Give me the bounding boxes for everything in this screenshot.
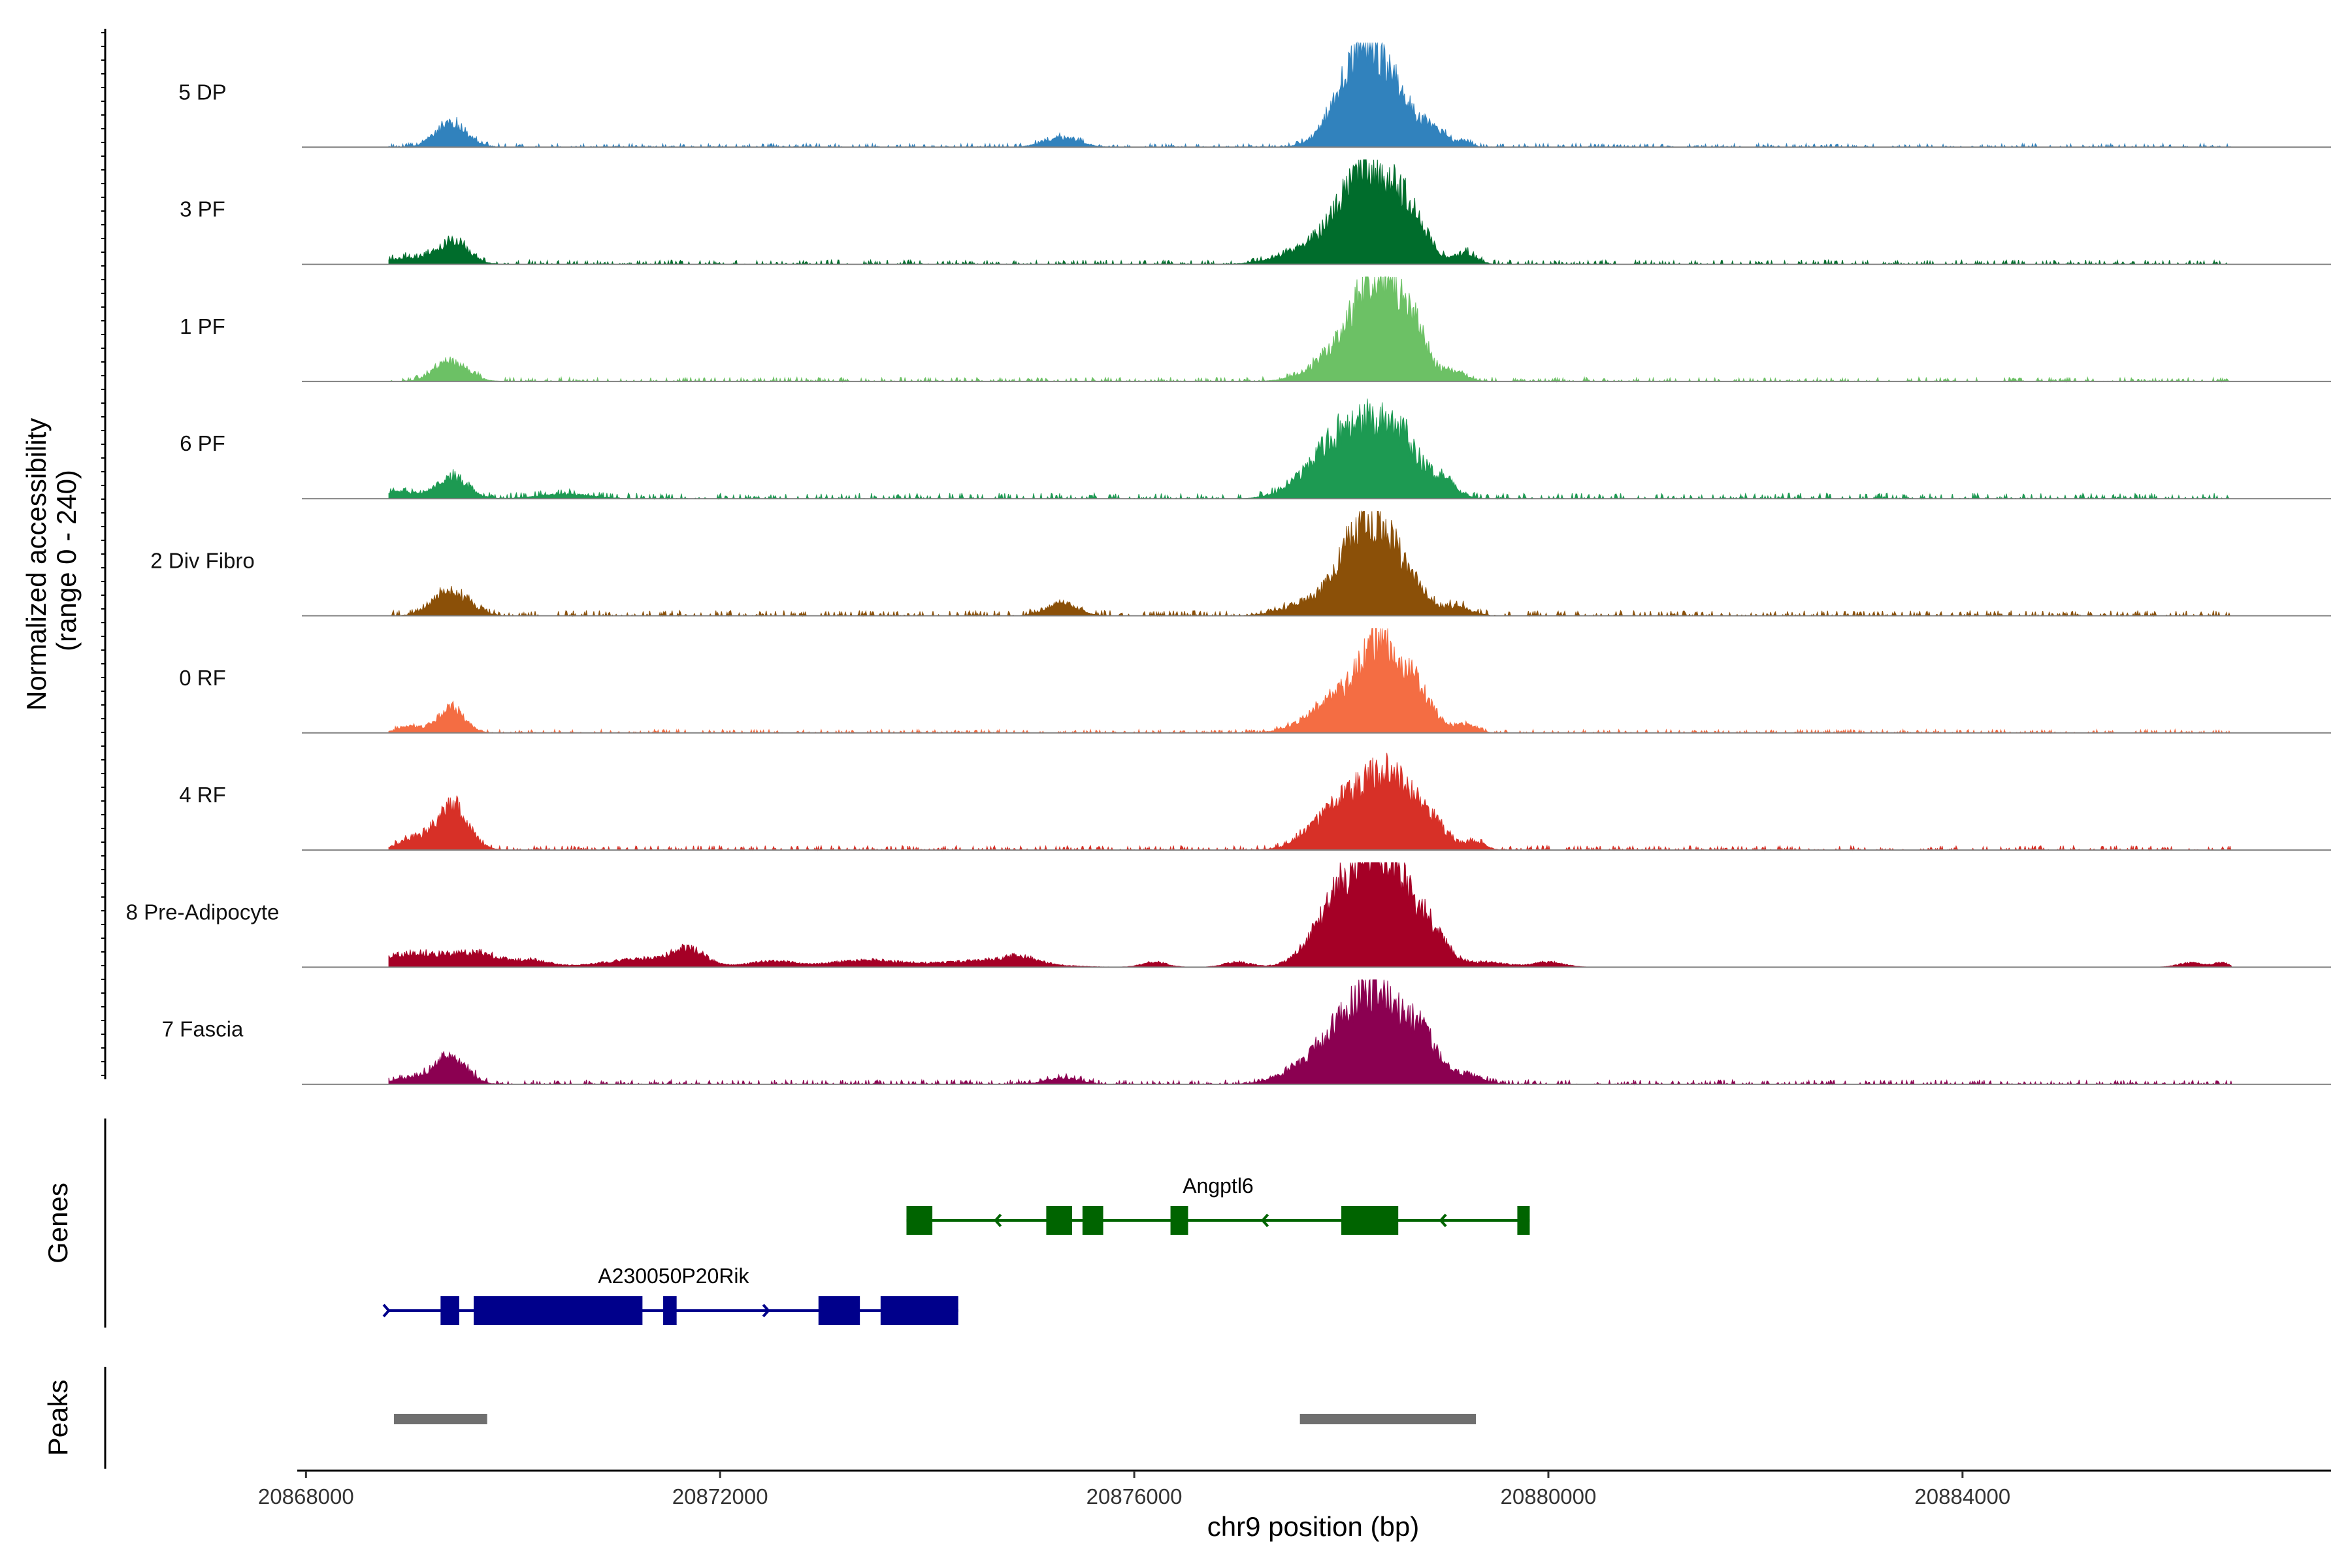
gene-angptl6: Angptl6 bbox=[906, 1174, 1530, 1235]
track-label: 1 PF bbox=[180, 314, 225, 338]
track-label: 8 Pre-Adipocyte bbox=[126, 900, 280, 924]
track-8-pre-adipocyte: 8 Pre-Adipocyte bbox=[126, 861, 2331, 968]
track-label: 0 RF bbox=[179, 666, 226, 690]
exon-block bbox=[1046, 1206, 1073, 1235]
x-tick-label: 20884000 bbox=[1914, 1484, 2010, 1509]
track-label: 2 Div Fibro bbox=[150, 549, 255, 573]
y-axis-title-line-2: (range 0 - 240) bbox=[51, 470, 82, 651]
track-label: 6 PF bbox=[180, 431, 225, 455]
track-2-div-fibro: 2 Div Fibro bbox=[150, 510, 2331, 617]
strand-arrow bbox=[994, 1213, 1002, 1228]
x-tick-label: 20868000 bbox=[258, 1484, 354, 1509]
track-5-dp: 5 DP bbox=[178, 41, 2331, 149]
track-label: 7 Fascia bbox=[162, 1017, 244, 1041]
track-3-pf: 3 PF bbox=[180, 159, 2331, 266]
exon-block bbox=[1341, 1206, 1399, 1235]
strand-arrow bbox=[1260, 1213, 1269, 1228]
y-axis-title-line-1: Normalized accessibility bbox=[21, 418, 52, 711]
exon-block bbox=[663, 1296, 677, 1325]
exon-block bbox=[818, 1296, 860, 1325]
gene-name: A230050P20Rik bbox=[598, 1264, 749, 1288]
gene-track: Angptl6 A230050P20Rik bbox=[382, 1174, 1530, 1325]
coverage-tracks: 5 DP 3 PF 1 PF 6 PF 2 Div Fibro 0 RF 4 RF 8 Pre… bbox=[126, 41, 2331, 1086]
exon-block bbox=[440, 1296, 459, 1325]
strand-arrow bbox=[382, 1303, 391, 1318]
track-1-pf: 1 PF bbox=[180, 276, 2331, 383]
x-tick-label: 20872000 bbox=[672, 1484, 768, 1509]
track-0-rf: 0 RF bbox=[179, 628, 2331, 734]
exon-block bbox=[474, 1296, 643, 1325]
exon-block bbox=[906, 1206, 933, 1235]
coverage-y-ticks bbox=[101, 32, 105, 1076]
genes-panel-title: Genes bbox=[42, 1183, 73, 1264]
strand-arrow bbox=[1439, 1213, 1447, 1228]
x-axis-ticks: 20868000 20872000 20876000 20880000 20884000 bbox=[258, 1471, 2010, 1509]
peak-track bbox=[394, 1414, 1477, 1424]
strand-arrow bbox=[762, 1303, 770, 1318]
x-tick-label: 20876000 bbox=[1086, 1484, 1183, 1509]
peak-region bbox=[1299, 1414, 1477, 1424]
exon-block bbox=[1517, 1206, 1530, 1235]
track-6-pf: 6 PF bbox=[180, 399, 2331, 500]
track-7-fascia: 7 Fascia bbox=[162, 979, 2331, 1086]
track-label: 3 PF bbox=[180, 197, 225, 221]
track-4-rf: 4 RF bbox=[179, 753, 2331, 852]
x-axis-title: chr9 position (bp) bbox=[1207, 1511, 1420, 1542]
gene-name: Angptl6 bbox=[1183, 1174, 1254, 1198]
y-axis-title: Normalized accessibility (range 0 - 240) bbox=[21, 410, 82, 711]
track-label: 4 RF bbox=[179, 783, 226, 807]
peaks-panel-title: Peaks bbox=[42, 1380, 73, 1456]
peak-region bbox=[394, 1414, 487, 1424]
exon-block bbox=[880, 1296, 958, 1325]
x-tick-label: 20880000 bbox=[1501, 1484, 1597, 1509]
exon-block bbox=[1170, 1206, 1188, 1235]
gene-a230050p20rik: A230050P20Rik bbox=[382, 1264, 958, 1325]
track-label: 5 DP bbox=[178, 80, 226, 104]
exon-block bbox=[1082, 1206, 1103, 1235]
